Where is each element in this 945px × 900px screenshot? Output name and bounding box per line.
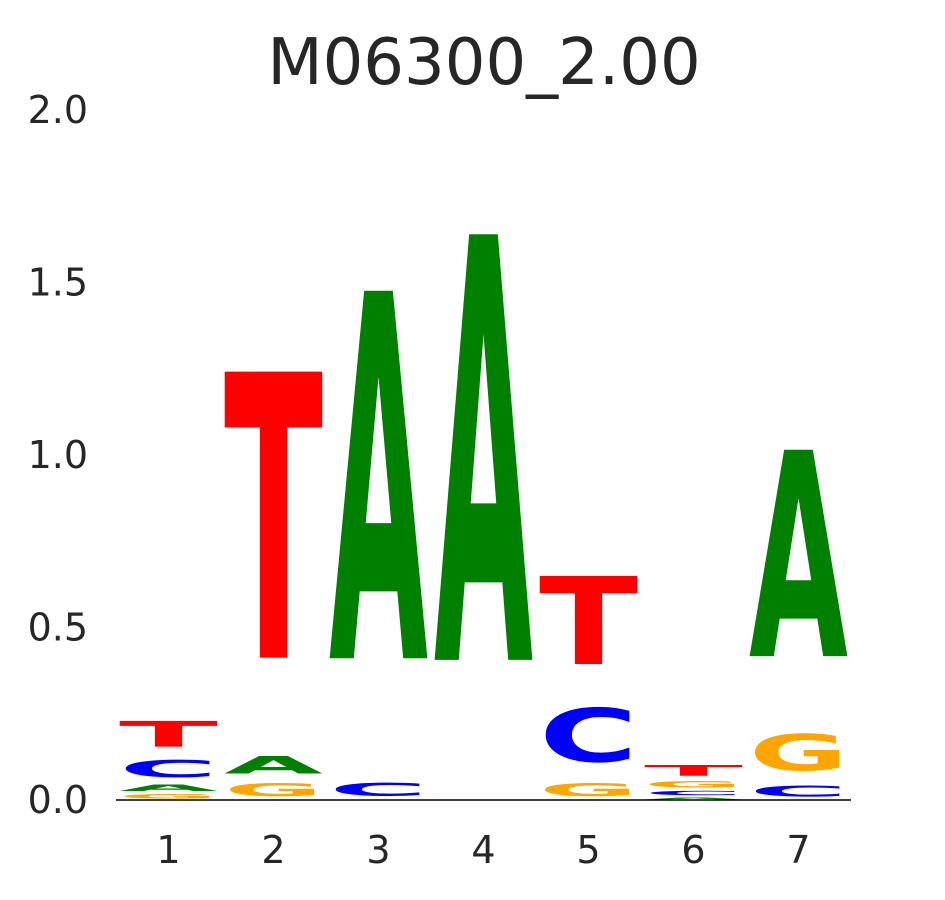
logo-letter-g: G <box>539 780 638 801</box>
logo-letter-t: T <box>539 553 638 693</box>
logo-letter-c: C <box>119 755 218 783</box>
logo-letter-g: G <box>644 779 743 789</box>
x-tick-label: 5 <box>576 828 600 872</box>
y-tick-label: 1.0 <box>28 433 88 477</box>
logo-letter-t: T <box>119 714 218 755</box>
logo-letter-g: G <box>224 780 323 801</box>
x-tick-label: 7 <box>786 828 810 872</box>
y-tick-label: 1.5 <box>28 261 88 305</box>
y-tick-label: 2.0 <box>28 88 88 132</box>
x-tick-label: 2 <box>261 828 285 872</box>
logo-letter-g: G <box>749 724 848 783</box>
logo-letter-c: C <box>329 779 428 800</box>
y-axis-ticks: 0.0 0.5 1.0 1.5 2.0 <box>28 88 88 822</box>
logo-letter-a: A <box>644 797 743 800</box>
logo-letter-g: G <box>119 793 218 800</box>
logo-letter-t: T <box>644 762 743 779</box>
logo-letter-c: C <box>644 790 743 797</box>
x-tick-label: 3 <box>366 828 390 872</box>
logo-letter-c: C <box>749 783 848 800</box>
y-tick-label: 0.0 <box>28 778 88 822</box>
x-tick-label: 6 <box>681 828 705 872</box>
logo-letter-a: A <box>119 783 218 793</box>
logo-letter-c: C <box>539 693 638 779</box>
logo-letter-a: A <box>329 191 429 778</box>
logo-letter-a: A <box>749 393 848 723</box>
logo-letter-a: A <box>224 752 323 779</box>
x-tick-label: 1 <box>156 828 180 872</box>
x-tick-label: 4 <box>471 828 495 872</box>
logo-letter-t: T <box>224 294 324 750</box>
y-tick-label: 0.5 <box>28 606 88 650</box>
x-axis-ticks: 1 2 3 4 5 6 7 <box>156 828 810 872</box>
logo-letter-a: A <box>434 118 534 798</box>
chart-title: M06300_2.00 <box>267 26 700 100</box>
